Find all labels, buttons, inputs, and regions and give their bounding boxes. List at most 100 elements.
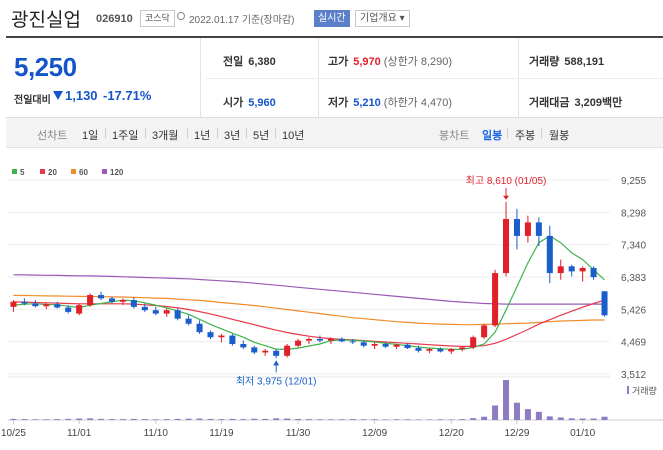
volume-bar <box>481 416 488 420</box>
candlestick-chart[interactable]: 9,255 8,298 7,340 6,383 5,426 4,469 3,512 10/25… <box>0 148 663 450</box>
volume-bar <box>196 418 203 420</box>
volume-bar <box>524 409 531 420</box>
legend-swatch <box>102 169 107 174</box>
tab-5y[interactable]: 5년 <box>253 130 270 142</box>
y-tick-label: 4,469 <box>621 338 646 349</box>
candle-body <box>524 222 531 236</box>
current-price: 5,250 <box>14 52 77 82</box>
tab-monthly[interactable]: 월봉 <box>549 130 570 142</box>
legend-swatch <box>40 169 45 174</box>
volume: 거래량 588,191 <box>529 53 604 69</box>
candle-body <box>316 338 323 341</box>
volume-bar <box>163 419 170 420</box>
tab-10y[interactable]: 10년 <box>282 130 305 142</box>
volume-bar <box>174 418 181 420</box>
candle-body <box>579 267 586 272</box>
candle-body <box>185 318 192 324</box>
candle-body <box>327 338 334 341</box>
candle-chart-label: 봉차트 <box>439 130 470 142</box>
divider <box>200 38 201 118</box>
price-chart[interactable]: 9,255 8,298 7,340 6,383 5,426 4,469 3,512 10/25… <box>0 148 663 450</box>
y-tick-label: 8,298 <box>621 208 646 219</box>
volume-bar <box>185 418 192 420</box>
volume-bar <box>470 418 477 420</box>
candle-body <box>196 323 203 333</box>
candle-body <box>65 307 72 312</box>
tab-1d[interactable]: 1일 <box>82 130 99 142</box>
x-tick-label: 12/09 <box>362 428 387 439</box>
volume-bar <box>119 419 126 420</box>
candle-body <box>393 344 400 347</box>
x-tick-label: 10/25 <box>1 428 26 439</box>
low-annotation: 최저 3,975 (12/01) <box>236 375 317 387</box>
tab-3m[interactable]: 3개월 <box>152 130 179 142</box>
candle-body <box>130 300 137 307</box>
volume-bar <box>503 380 510 420</box>
volume-bar <box>338 419 345 420</box>
candle-body <box>54 304 61 308</box>
amount-unit: 백만 <box>602 97 623 109</box>
candle-body <box>437 349 444 352</box>
x-tick-label: 12/29 <box>504 428 529 439</box>
volume-bar <box>557 417 564 420</box>
candle-body <box>601 291 608 316</box>
line-chart-label: 선차트 <box>37 130 68 142</box>
realtime-button[interactable]: 실시간 <box>314 10 350 27</box>
divider <box>206 78 663 79</box>
y-tick-label: 9,255 <box>621 176 646 187</box>
tab-separator: | <box>144 127 147 139</box>
volume-bar <box>108 419 115 420</box>
candle-body <box>87 295 94 306</box>
candle-body <box>98 295 105 299</box>
tab-3y[interactable]: 3년 <box>224 130 241 142</box>
quote-panel: 5,250 전일대비 1,130 -17.71% 전일 6,380 고가 5,970… <box>6 36 663 118</box>
amount-label: 거래대금 <box>529 97 570 109</box>
high-value: 5,970 <box>353 56 381 68</box>
ma120-line <box>13 274 605 305</box>
candle-body <box>492 273 499 326</box>
candle-body <box>152 310 159 314</box>
stock-header: 광진실업 026910 코스닥 2022.01.17 기준(장마감) 실시간 기… <box>0 0 663 36</box>
volume-bar <box>218 419 225 420</box>
volume-bar <box>262 418 269 420</box>
candle-body <box>43 304 50 307</box>
x-tick-label: 11/10 <box>144 428 169 439</box>
candle-body <box>207 332 214 338</box>
candle-body <box>459 347 466 350</box>
tab-1y[interactable]: 1년 <box>194 130 211 142</box>
volume-bar <box>21 419 28 420</box>
candle-body <box>349 341 356 343</box>
down-arrow-icon <box>503 195 510 200</box>
stock-name: 광진실업 <box>11 10 81 31</box>
candle-body <box>481 325 488 338</box>
candle-body <box>32 303 39 307</box>
volume-bar <box>327 419 334 420</box>
candle-body <box>503 219 510 274</box>
high-label: 고가 <box>328 56 349 68</box>
legend-label: 5 <box>20 168 25 177</box>
candle-body <box>273 350 280 356</box>
candle-body <box>415 348 422 351</box>
tab-separator: | <box>540 127 543 139</box>
volume-bar <box>207 418 214 420</box>
volume-bar <box>448 419 455 420</box>
volume-bar <box>141 419 148 420</box>
trade-amount: 거래대금 3,209백만 <box>529 94 622 110</box>
candle-body <box>119 300 126 302</box>
tab-separator: | <box>104 127 107 139</box>
candle-body <box>546 235 553 274</box>
open-value: 5,960 <box>248 97 276 109</box>
tab-1w[interactable]: 1주일 <box>112 130 139 142</box>
quote-date: 2022.01.17 기준(장마감) <box>189 15 295 26</box>
tab-daily[interactable]: 일봉 <box>482 130 503 142</box>
volume-bar <box>459 419 466 420</box>
tab-weekly[interactable]: 주봉 <box>515 130 536 142</box>
clock-icon <box>177 12 185 20</box>
volume-bar <box>10 418 17 420</box>
y-tick-label: 5,426 <box>621 305 646 316</box>
volume-bar <box>579 418 586 420</box>
candle-body <box>568 266 575 272</box>
volume-bar <box>382 419 389 420</box>
company-overview-button[interactable]: 기업개요 ▾ <box>355 10 410 27</box>
volume-bar <box>240 419 247 420</box>
